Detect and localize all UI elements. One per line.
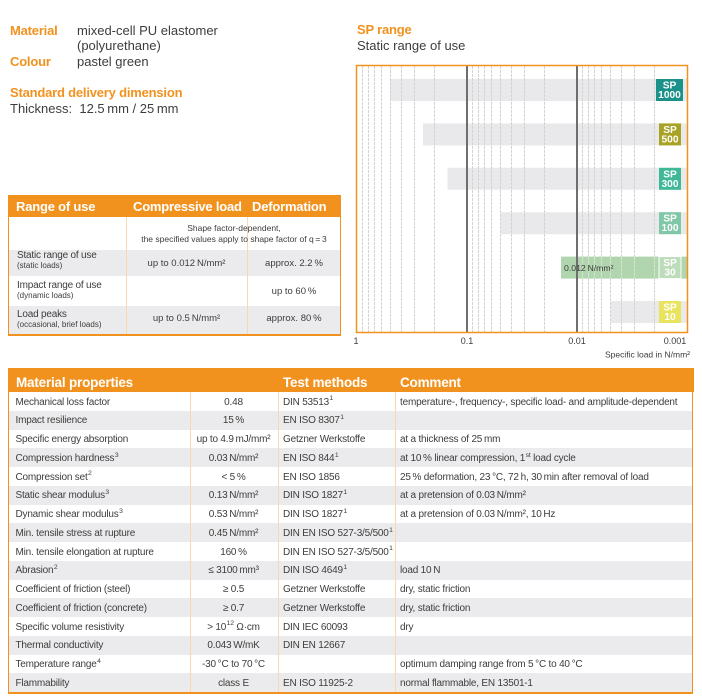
svg-text:SP: SP bbox=[663, 258, 677, 269]
svg-text:SP: SP bbox=[663, 125, 677, 136]
svg-text:Specific load in N/mm²: Specific load in N/mm² bbox=[605, 350, 690, 360]
svg-text:SP: SP bbox=[663, 303, 677, 314]
svg-text:30: 30 bbox=[664, 268, 676, 279]
svg-text:0.012 N/mm²: 0.012 N/mm² bbox=[564, 263, 614, 273]
svg-text:10: 10 bbox=[664, 312, 676, 323]
svg-text:300: 300 bbox=[662, 179, 679, 190]
svg-text:SP: SP bbox=[663, 81, 677, 92]
svg-text:0.001: 0.001 bbox=[664, 336, 687, 346]
svg-text:1000: 1000 bbox=[658, 90, 681, 101]
svg-text:0.1: 0.1 bbox=[461, 336, 474, 346]
svg-text:100: 100 bbox=[662, 223, 679, 234]
svg-text:SP: SP bbox=[663, 169, 677, 180]
svg-text:0.01: 0.01 bbox=[568, 336, 586, 346]
svg-text:SP: SP bbox=[663, 214, 677, 225]
svg-text:1: 1 bbox=[354, 336, 359, 346]
svg-text:500: 500 bbox=[662, 134, 679, 145]
